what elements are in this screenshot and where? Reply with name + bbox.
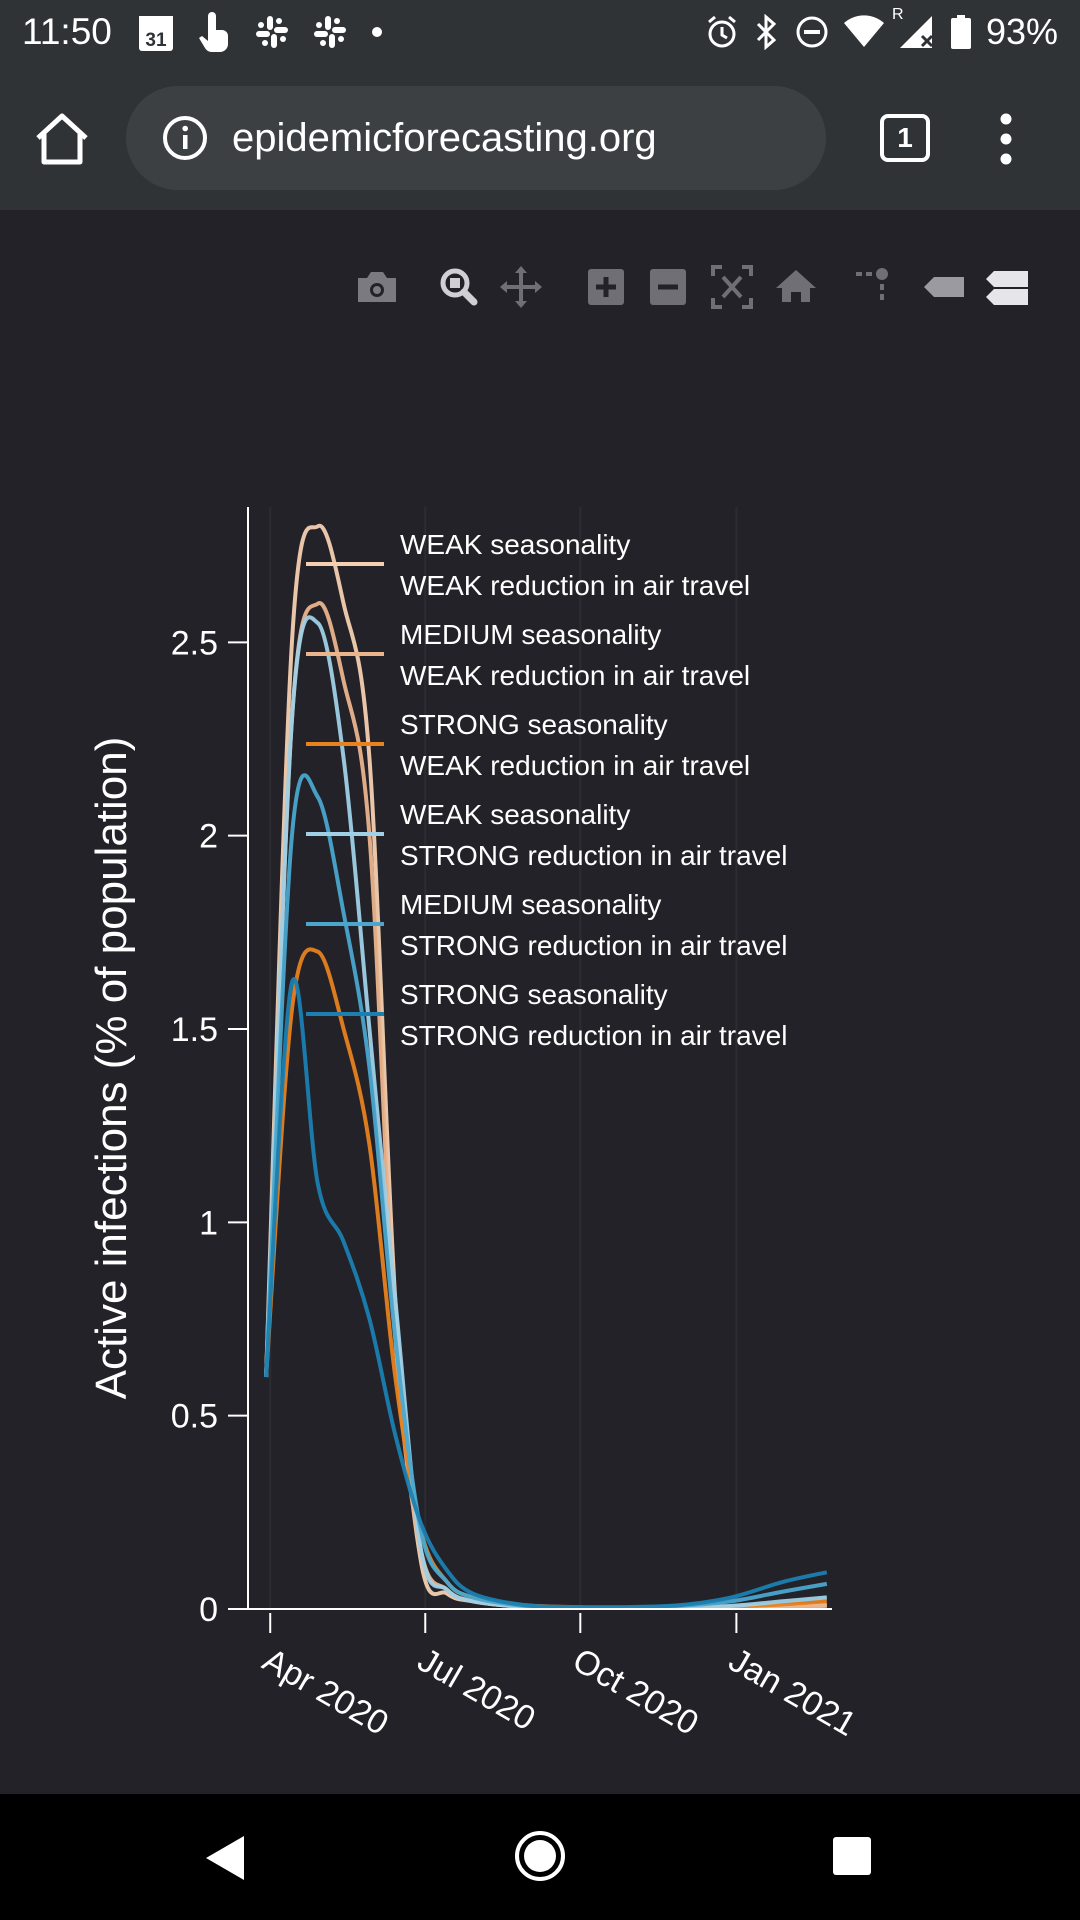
legend-swatch	[306, 1012, 384, 1016]
calendar-icon: 31	[138, 12, 174, 52]
legend-swatch	[306, 652, 384, 656]
x-tick-label: Jan 2021	[722, 1641, 862, 1744]
legend-label: STRONG seasonality WEAK reduction in air …	[400, 709, 751, 781]
status-time: 11:50	[22, 11, 112, 52]
recents-button[interactable]	[832, 1836, 872, 1881]
y-axis-title: Active infections (% of population)	[87, 737, 136, 1400]
touch-icon	[196, 12, 232, 52]
hover-closest-icon	[924, 277, 964, 297]
do-not-disturb-icon	[794, 14, 830, 50]
hover-compare-icon	[986, 271, 1028, 305]
series-line-6[interactable]	[264, 977, 828, 1610]
battery-icon	[950, 14, 972, 50]
home-icon	[36, 113, 88, 165]
status-bar: 11:50 31	[0, 0, 1080, 64]
navigation-bar	[0, 1794, 1080, 1920]
hover-closest-button[interactable]	[922, 262, 966, 312]
hover-compare-button[interactable]	[984, 262, 1032, 312]
y-tick-label: 2	[199, 818, 218, 856]
recents-icon	[833, 1837, 871, 1875]
y-tick-label: 0.5	[171, 1398, 218, 1436]
legend-label: WEAK seasonality STRONG reduction in air …	[400, 799, 788, 871]
y-tick-label: 2.5	[171, 624, 218, 662]
legend-label: STRONG seasonality STRONG reduction in ai…	[400, 979, 788, 1051]
reset-axes-icon	[776, 270, 816, 302]
legend-swatch	[306, 832, 384, 836]
download-png-button[interactable]	[354, 262, 400, 312]
roaming-label: R	[891, 6, 904, 23]
legend-label: WEAK seasonality WEAK reduction in air tr…	[400, 529, 751, 601]
slack-icon	[312, 14, 348, 50]
more-notifications-dot-icon	[370, 25, 384, 39]
overflow-menu-button[interactable]	[996, 112, 1016, 166]
pan-button[interactable]	[498, 262, 544, 312]
tab-count: 1	[897, 122, 913, 153]
x-tick-label: Oct 2020	[566, 1641, 704, 1743]
bluetooth-icon	[754, 14, 780, 50]
x-tick-label: Apr 2020	[256, 1641, 395, 1743]
x-tick-label: Jul 2020	[411, 1641, 541, 1738]
y-tick-label: 1.5	[171, 1011, 218, 1049]
y-tick-label: 1	[199, 1204, 218, 1242]
pan-icon	[500, 266, 542, 308]
tab-switcher-button[interactable]: 1	[880, 114, 930, 162]
chart-modebar	[350, 262, 1040, 312]
slack-icon	[254, 14, 290, 50]
reset-axes-button[interactable]	[774, 262, 818, 312]
legend-swatch	[306, 562, 384, 566]
alarm-icon	[704, 14, 740, 50]
back-icon	[206, 1836, 244, 1880]
address-bar[interactable]: epidemicforecasting.org	[126, 86, 826, 190]
spike-lines-icon	[856, 268, 888, 300]
more-vert-icon	[1000, 113, 1012, 165]
camera-icon	[358, 272, 396, 302]
zoom-out-icon	[650, 269, 686, 305]
wifi-icon	[843, 15, 884, 49]
spike-lines-button[interactable]	[854, 262, 898, 312]
info-icon[interactable]	[162, 115, 208, 161]
autoscale-button[interactable]	[710, 262, 754, 312]
legend-swatch	[306, 922, 384, 926]
browser-toolbar: epidemicforecasting.org 1	[0, 64, 1080, 210]
zoom-in-button[interactable]	[586, 262, 626, 312]
active-infections-chart[interactable]: 0 0.5 1 1.5 2 2.5 Apr 2020 Jul 2020 Oct 2020 Jan …	[0, 210, 1080, 1794]
legend-label: MEDIUM seasonality WEAK reduction in air …	[400, 619, 751, 691]
zoom-in-icon	[588, 269, 624, 305]
autoscale-icon	[711, 265, 753, 309]
cell-signal-icon: R	[892, 6, 936, 50]
battery-percent: 93%	[985, 11, 1058, 52]
back-button[interactable]	[204, 1834, 248, 1887]
calendar-day: 31	[145, 30, 167, 51]
url-text[interactable]: epidemicforecasting.org	[232, 115, 657, 160]
zoom-button[interactable]	[436, 262, 482, 312]
zoom-icon	[440, 268, 478, 306]
y-tick-label: 0	[199, 1591, 218, 1629]
legend-swatch	[306, 742, 384, 746]
zoom-out-button[interactable]	[648, 262, 688, 312]
home-circle-icon	[515, 1831, 565, 1881]
home-button[interactable]	[34, 112, 94, 168]
home-nav-button[interactable]	[514, 1830, 566, 1887]
legend-label: MEDIUM seasonality STRONG reduction in ai…	[400, 889, 788, 961]
